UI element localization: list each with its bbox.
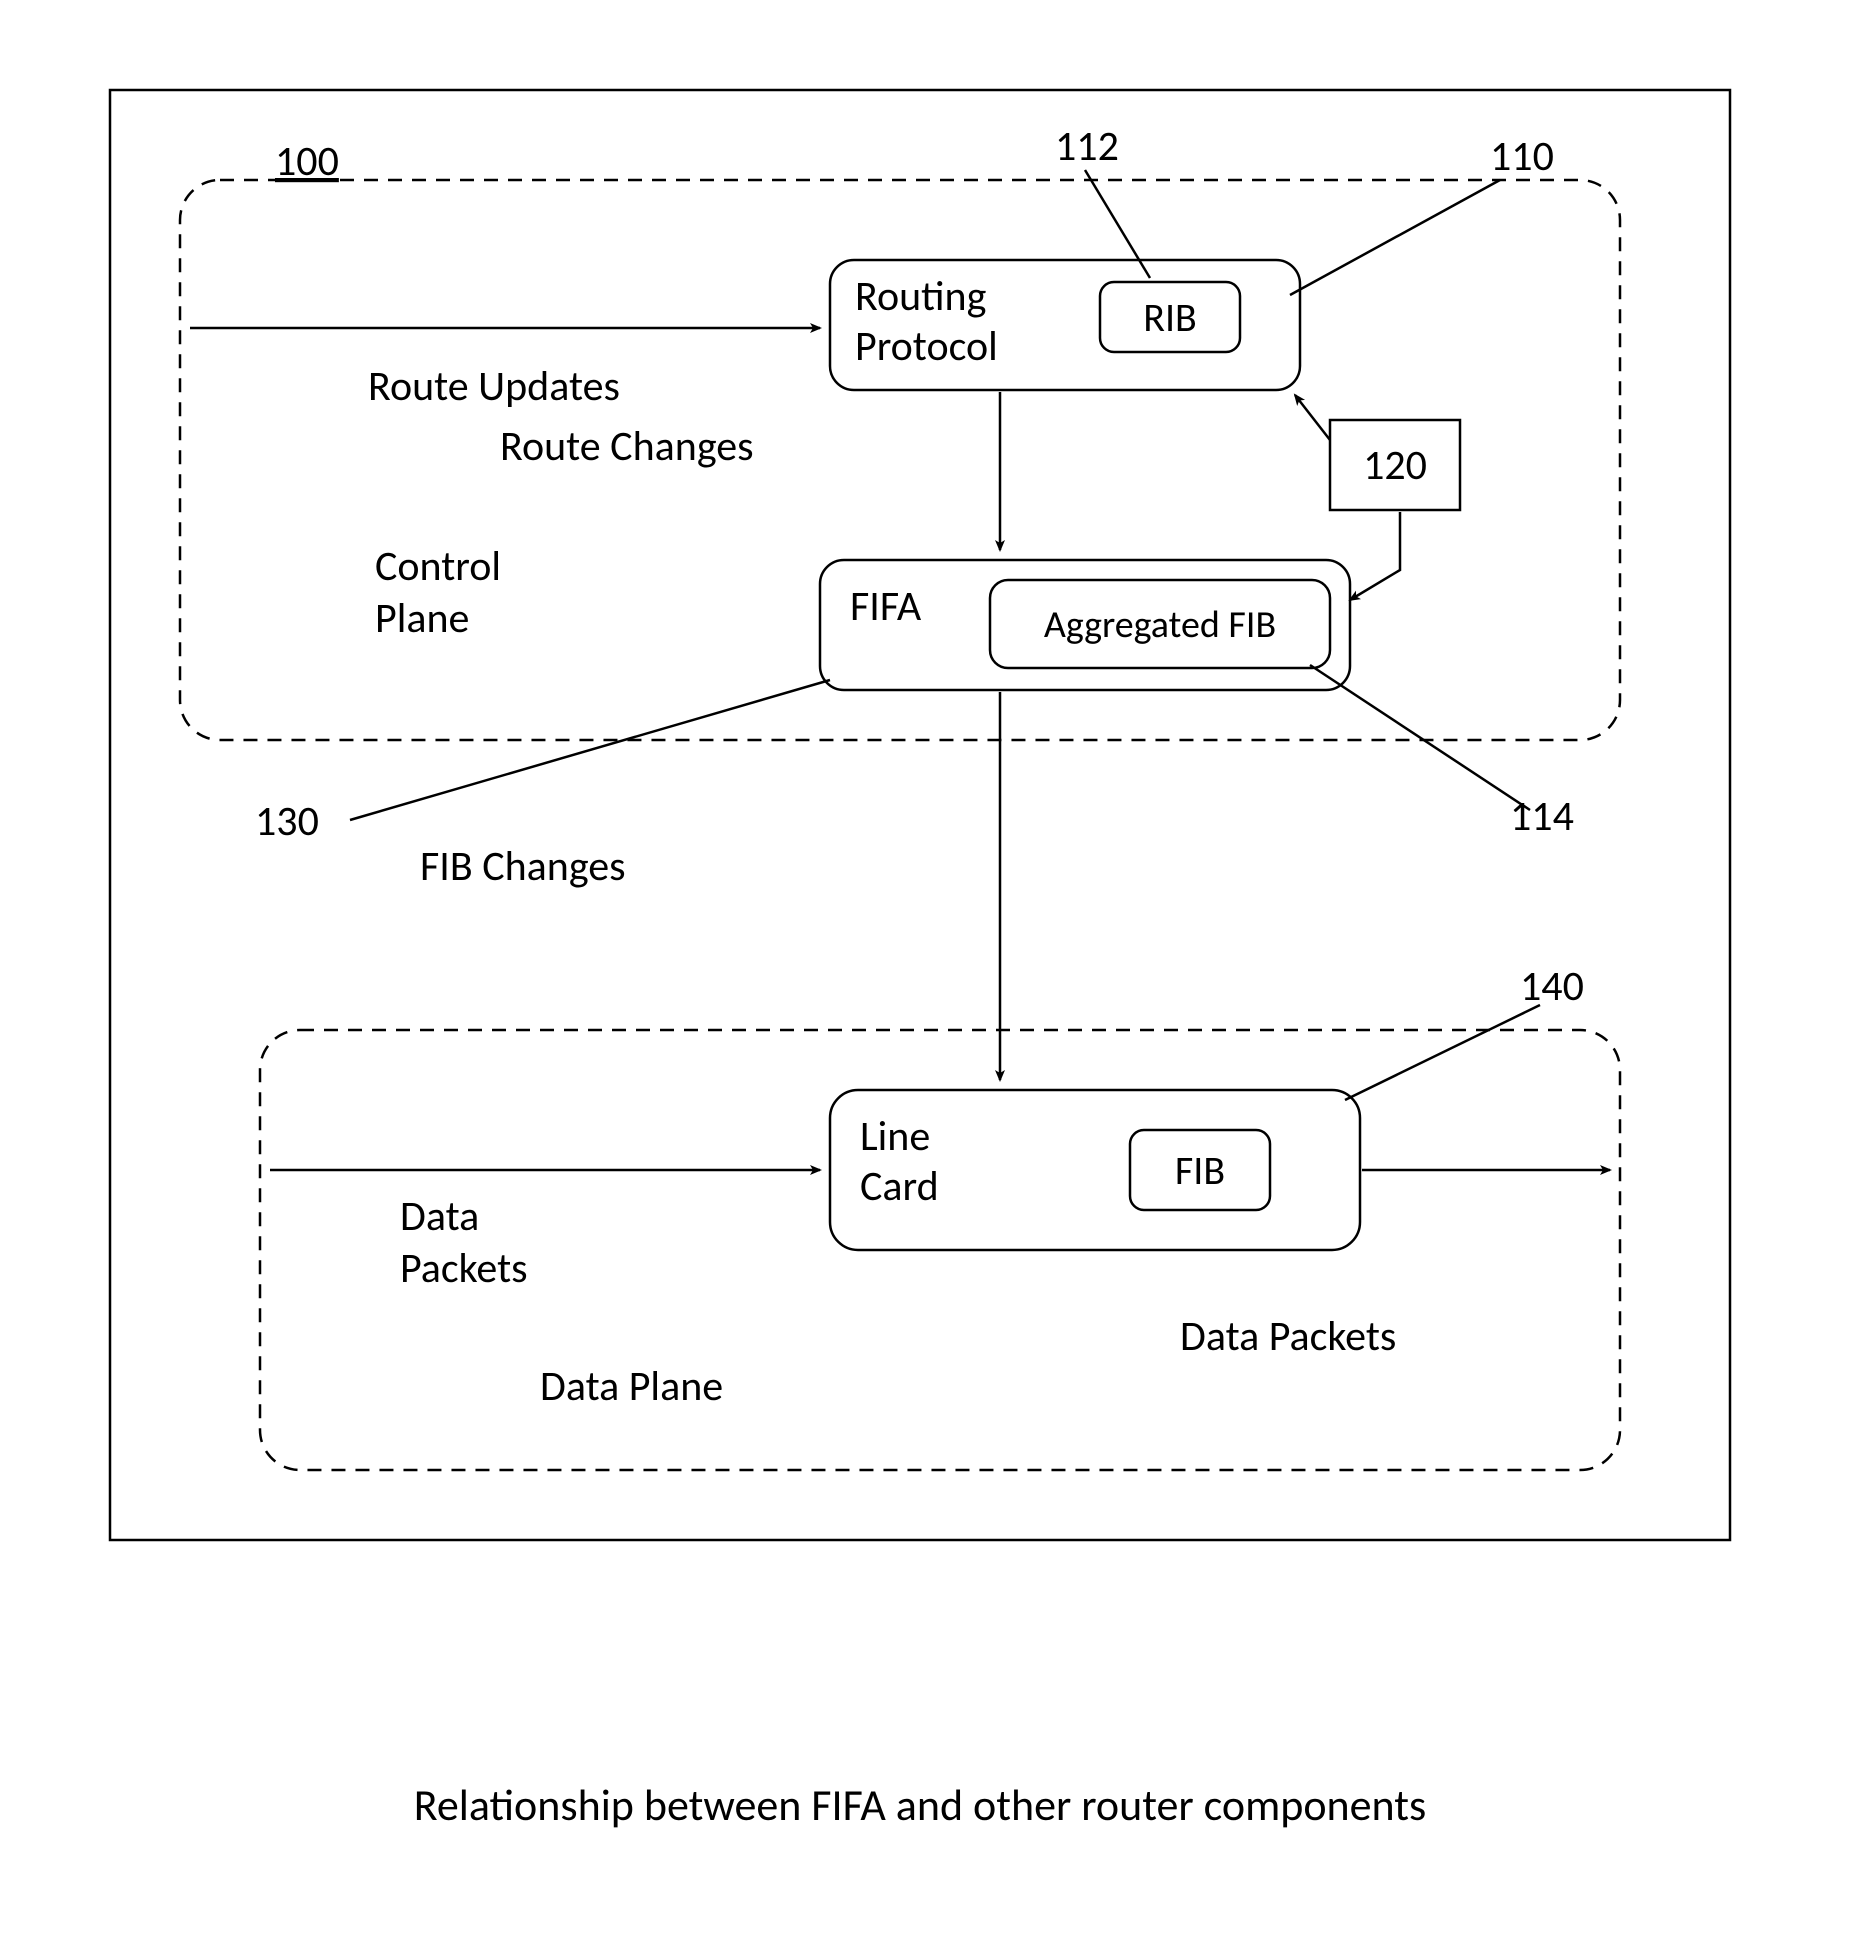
label-route-changes: Route Changes: [500, 421, 754, 472]
leader-140: [1345, 1005, 1540, 1100]
data-plane-label: Data Plane: [540, 1361, 723, 1412]
rib-label: RIB: [1143, 293, 1197, 342]
routing-protocol-label: RoutingProtocol: [855, 271, 998, 372]
leader-114: [1310, 665, 1530, 810]
ref-112: 112: [1055, 121, 1119, 172]
arrow-120-up: [1295, 395, 1330, 440]
arrow-120-down: [1350, 512, 1400, 600]
leader-110: [1290, 180, 1500, 295]
ref-114: 114: [1510, 791, 1574, 842]
ref-110: 110: [1490, 131, 1554, 182]
label-fib-changes: FIB Changes: [420, 841, 626, 892]
ref-140: 140: [1520, 961, 1584, 1012]
label-data-packets-out: Data Packets: [1180, 1311, 1396, 1362]
fifa-label: FIFA: [850, 581, 922, 632]
caption: Relationship between FIFA and other rout…: [414, 1778, 1426, 1832]
ref-130: 130: [255, 796, 319, 847]
label-data-packets-in: DataPackets: [400, 1191, 528, 1294]
box-120-label: 120: [1363, 440, 1427, 491]
ref-100: 100: [275, 136, 339, 187]
label-route-updates: Route Updates: [368, 361, 620, 412]
control-plane-label: ControlPlane: [375, 541, 501, 644]
leader-130: [350, 680, 830, 820]
fifa-router-diagram: ControlPlane Data Plane RoutingProtocol …: [0, 0, 1854, 1952]
fib-label: FIB: [1175, 1146, 1225, 1195]
aggregated-fib-label: Aggregated FIB: [1044, 602, 1276, 648]
linecard-label: LineCard: [860, 1111, 939, 1212]
